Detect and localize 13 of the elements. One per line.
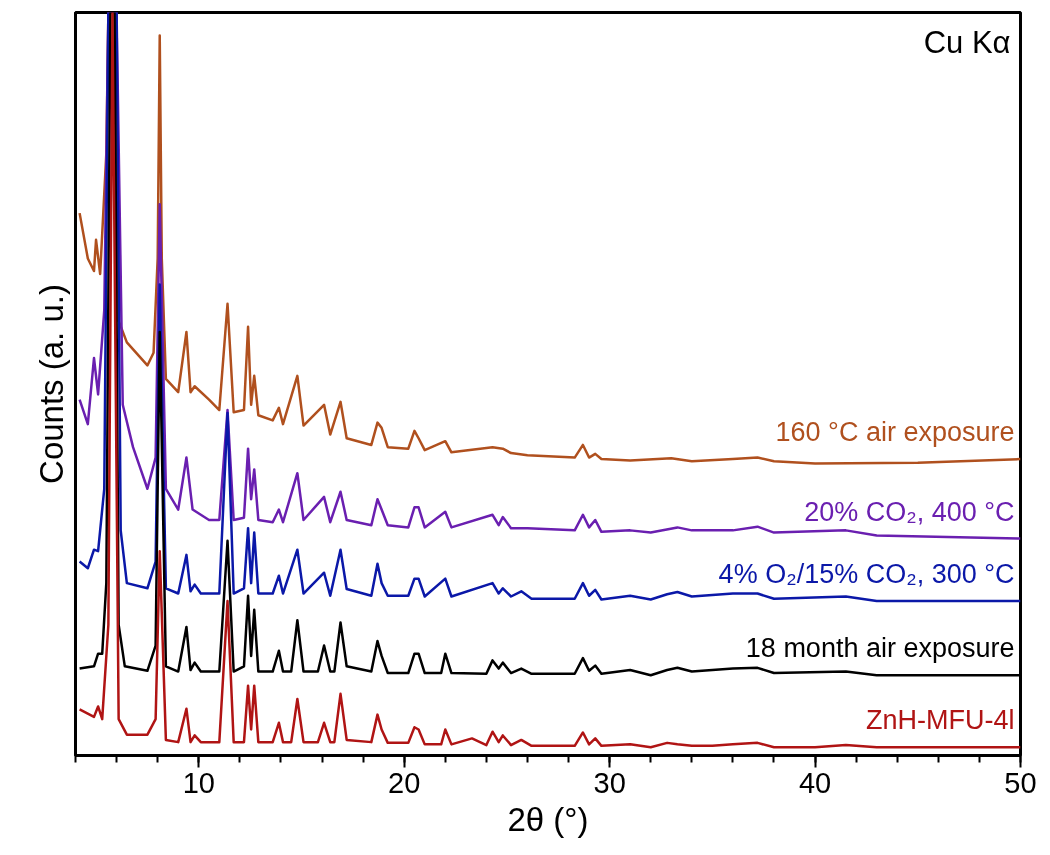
x-tick-label: 40: [798, 766, 832, 799]
x-tick-label: 20: [388, 766, 421, 799]
x-tick-label: 10: [182, 766, 215, 799]
y-axis-title: Counts (a. u.): [32, 284, 70, 484]
x-axis-title: 2θ (°): [507, 800, 589, 838]
series-label: ZnH-MFU-4l: [866, 705, 1015, 736]
series-label: 4% O₂/15% CO₂, 300 °C: [718, 558, 1015, 589]
annotation: Cu Kα: [923, 24, 1011, 60]
series-label: 160 °C air exposure: [775, 417, 1015, 448]
series-label: 20% CO₂, 400 °C: [804, 496, 1015, 527]
x-tick-label: 50: [1004, 766, 1037, 799]
series-label: 18 month air exposure: [745, 633, 1015, 664]
x-tick-label: 30: [593, 766, 626, 799]
